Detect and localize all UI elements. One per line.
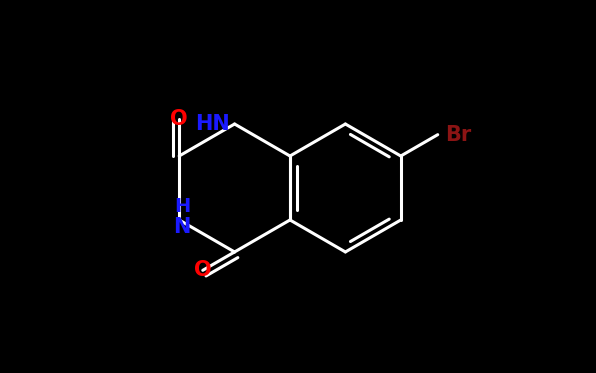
Text: N: N bbox=[173, 217, 191, 237]
Text: O: O bbox=[194, 260, 212, 280]
Text: HN: HN bbox=[195, 114, 230, 134]
Text: Br: Br bbox=[445, 125, 471, 145]
Text: H: H bbox=[174, 197, 190, 216]
Text: O: O bbox=[170, 109, 188, 129]
